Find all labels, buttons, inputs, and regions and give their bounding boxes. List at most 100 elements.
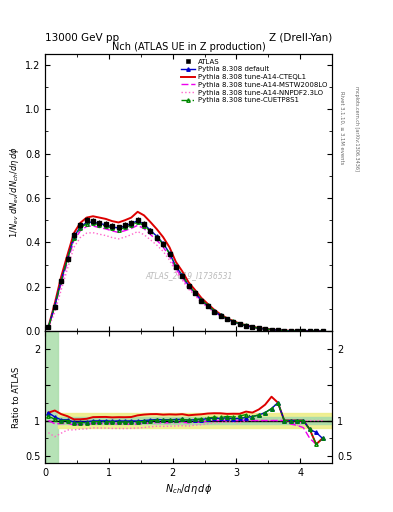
Pythia 8.308 tune-CUETP8S1 <box>84 221 89 227</box>
Pythia 8.308 tune-A14-MSTW2008LO <box>244 323 248 329</box>
Pythia 8.308 tune-A14-CTEQL1 <box>180 268 185 274</box>
Pythia 8.308 tune-A14-CTEQL1 <box>282 328 286 334</box>
Pythia 8.308 tune-A14-CTEQL1 <box>186 280 191 286</box>
Pythia 8.308 tune-CUETP8S1 <box>263 326 268 332</box>
Pythia 8.308 tune-A14-NNPDF2.3LO <box>231 319 236 325</box>
Pythia 8.308 tune-CUETP8S1 <box>65 256 70 262</box>
Pythia 8.308 tune-CUETP8S1 <box>295 328 299 334</box>
Pythia 8.308 tune-A14-NNPDF2.3LO <box>295 328 299 334</box>
Pythia 8.308 tune-A14-NNPDF2.3LO <box>84 230 89 236</box>
Pythia 8.308 tune-CUETP8S1 <box>78 225 83 231</box>
Pythia 8.308 tune-CUETP8S1 <box>282 328 286 334</box>
Pythia 8.308 tune-CUETP8S1 <box>167 250 172 257</box>
Pythia 8.308 default <box>84 219 89 225</box>
Pythia 8.308 tune-CUETP8S1 <box>180 272 185 279</box>
Pythia 8.308 default <box>78 224 83 230</box>
Pythia 8.308 tune-A14-CTEQL1 <box>237 321 242 327</box>
Pythia 8.308 default <box>295 328 299 334</box>
Bar <box>45 331 58 463</box>
Pythia 8.308 tune-A14-CTEQL1 <box>199 295 204 301</box>
Pythia 8.308 tune-A14-MSTW2008LO <box>314 328 318 334</box>
Pythia 8.308 default <box>65 255 70 262</box>
Pythia 8.308 tune-A14-MSTW2008LO <box>231 319 236 325</box>
Pythia 8.308 tune-A14-NNPDF2.3LO <box>91 229 95 236</box>
Pythia 8.308 tune-A14-MSTW2008LO <box>193 291 197 297</box>
Pythia 8.308 tune-A14-CTEQL1 <box>231 318 236 324</box>
Pythia 8.308 tune-A14-CTEQL1 <box>78 220 83 226</box>
Pythia 8.308 default <box>129 221 134 227</box>
Pythia 8.308 tune-A14-MSTW2008LO <box>135 222 140 228</box>
Pythia 8.308 tune-CUETP8S1 <box>269 327 274 333</box>
Pythia 8.308 default <box>320 328 325 334</box>
Pythia 8.308 tune-A14-MSTW2008LO <box>224 316 229 323</box>
Pythia 8.308 tune-A14-NNPDF2.3LO <box>206 305 210 311</box>
Pythia 8.308 tune-CUETP8S1 <box>97 222 102 228</box>
Pythia 8.308 tune-A14-MSTW2008LO <box>256 325 261 331</box>
Pythia 8.308 tune-A14-MSTW2008LO <box>275 327 280 333</box>
Pythia 8.308 tune-CUETP8S1 <box>206 303 210 309</box>
Pythia 8.308 tune-CUETP8S1 <box>116 226 121 232</box>
Pythia 8.308 tune-A14-CTEQL1 <box>320 328 325 334</box>
Pythia 8.308 default <box>244 323 248 329</box>
Pythia 8.308 default <box>52 303 57 309</box>
Text: Z (Drell-Yan): Z (Drell-Yan) <box>269 33 332 42</box>
Pythia 8.308 tune-A14-NNPDF2.3LO <box>288 328 293 334</box>
Pythia 8.308 tune-A14-NNPDF2.3LO <box>269 327 274 333</box>
Pythia 8.308 tune-A14-NNPDF2.3LO <box>301 328 306 334</box>
Pythia 8.308 tune-A14-MSTW2008LO <box>154 237 159 243</box>
Pythia 8.308 default <box>186 283 191 289</box>
Pythia 8.308 tune-A14-CTEQL1 <box>212 307 217 313</box>
Pythia 8.308 tune-A14-MSTW2008LO <box>110 228 114 234</box>
Pythia 8.308 tune-CUETP8S1 <box>59 278 64 284</box>
Pythia 8.308 tune-A14-MSTW2008LO <box>237 321 242 327</box>
Pythia 8.308 tune-CUETP8S1 <box>250 324 255 330</box>
Pythia 8.308 default <box>161 240 165 246</box>
Pythia 8.308 tune-A14-NNPDF2.3LO <box>116 236 121 242</box>
Pythia 8.308 tune-CUETP8S1 <box>218 312 223 318</box>
Pythia 8.308 tune-A14-MSTW2008LO <box>59 281 64 287</box>
Pythia 8.308 tune-A14-NNPDF2.3LO <box>199 300 204 306</box>
Pythia 8.308 tune-A14-NNPDF2.3LO <box>224 316 229 323</box>
Pythia 8.308 default <box>167 250 172 256</box>
Line: Pythia 8.308 default: Pythia 8.308 default <box>47 219 324 333</box>
Pythia 8.308 tune-A14-NNPDF2.3LO <box>212 309 217 315</box>
Pythia 8.308 default <box>91 219 95 225</box>
Pythia 8.308 tune-CUETP8S1 <box>288 328 293 334</box>
Pythia 8.308 tune-A14-CTEQL1 <box>256 325 261 331</box>
Pythia 8.308 tune-A14-MSTW2008LO <box>148 231 153 238</box>
Pythia 8.308 tune-A14-MSTW2008LO <box>295 328 299 334</box>
Pythia 8.308 tune-A14-CTEQL1 <box>141 212 146 219</box>
Legend: ATLAS, Pythia 8.308 default, Pythia 8.308 tune-A14-CTEQL1, Pythia 8.308 tune-A14: ATLAS, Pythia 8.308 default, Pythia 8.30… <box>180 57 329 104</box>
Pythia 8.308 tune-A14-MSTW2008LO <box>186 284 191 290</box>
Pythia 8.308 tune-A14-NNPDF2.3LO <box>65 266 70 272</box>
Pythia 8.308 tune-A14-MSTW2008LO <box>129 225 134 231</box>
Pythia 8.308 tune-A14-CTEQL1 <box>314 328 318 334</box>
Pythia 8.308 default <box>275 327 280 333</box>
Pythia 8.308 tune-A14-CTEQL1 <box>72 230 76 236</box>
Pythia 8.308 default <box>250 324 255 330</box>
Pythia 8.308 tune-A14-CTEQL1 <box>116 219 121 225</box>
Pythia 8.308 tune-A14-NNPDF2.3LO <box>46 325 51 331</box>
Pythia 8.308 tune-CUETP8S1 <box>307 328 312 334</box>
Pythia 8.308 tune-A14-NNPDF2.3LO <box>282 328 286 334</box>
Pythia 8.308 tune-A14-CTEQL1 <box>135 209 140 215</box>
Pythia 8.308 default <box>123 223 127 229</box>
Pythia 8.308 tune-A14-MSTW2008LO <box>174 266 178 272</box>
Pythia 8.308 tune-A14-CTEQL1 <box>46 324 51 330</box>
Pythia 8.308 tune-A14-NNPDF2.3LO <box>263 326 268 332</box>
Pythia 8.308 tune-A14-CTEQL1 <box>263 326 268 332</box>
Pythia 8.308 tune-A14-NNPDF2.3LO <box>59 287 64 293</box>
Pythia 8.308 tune-CUETP8S1 <box>237 321 242 327</box>
Pythia 8.308 tune-A14-CTEQL1 <box>97 215 102 221</box>
Pythia 8.308 tune-A14-MSTW2008LO <box>250 324 255 330</box>
Text: ATLAS_2019_I1736531: ATLAS_2019_I1736531 <box>145 271 232 280</box>
Pythia 8.308 tune-A14-MSTW2008LO <box>123 228 127 234</box>
Pythia 8.308 default <box>212 308 217 314</box>
Pythia 8.308 tune-A14-MSTW2008LO <box>116 229 121 236</box>
Pythia 8.308 tune-A14-NNPDF2.3LO <box>52 309 57 315</box>
Pythia 8.308 tune-A14-NNPDF2.3LO <box>129 231 134 238</box>
Pythia 8.308 tune-A14-CTEQL1 <box>193 287 197 293</box>
Pythia 8.308 tune-A14-MSTW2008LO <box>199 298 204 304</box>
Pythia 8.308 tune-CUETP8S1 <box>244 323 248 329</box>
Pythia 8.308 tune-A14-CTEQL1 <box>84 215 89 221</box>
